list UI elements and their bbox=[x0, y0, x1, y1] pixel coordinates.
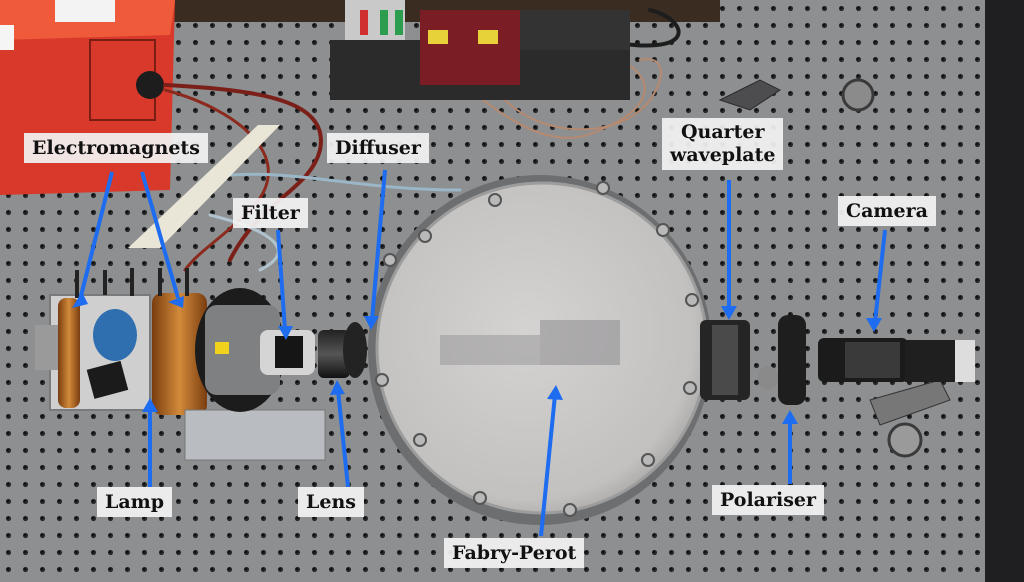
annotation-arrows bbox=[72, 169, 887, 537]
label-lamp: Lamp bbox=[97, 487, 173, 517]
power-supply bbox=[0, 0, 175, 195]
label-filter: Filter bbox=[233, 198, 308, 228]
label-polariser: Polariser bbox=[712, 485, 825, 515]
label-quarter-waveplate: Quarter waveplate bbox=[662, 118, 784, 170]
controllers bbox=[330, 0, 630, 100]
label-diffuser: Diffuser bbox=[327, 133, 429, 163]
ruler bbox=[128, 125, 280, 248]
label-quarter-waveplate-line1: Quarter bbox=[680, 121, 765, 143]
post-holders bbox=[718, 78, 951, 458]
label-electromagnets: Electromagnets bbox=[24, 133, 208, 163]
polariser-mount bbox=[758, 315, 806, 405]
lens-mount bbox=[318, 322, 367, 378]
label-fabry-perot: Fabry-Perot bbox=[444, 538, 585, 568]
label-quarter-waveplate-line2: waveplate bbox=[670, 144, 776, 166]
electromagnet-coils bbox=[58, 268, 207, 415]
lamp-assembly bbox=[35, 294, 151, 411]
base-plate bbox=[184, 409, 326, 461]
waveplate-mount bbox=[700, 320, 750, 400]
label-camera: Camera bbox=[838, 196, 936, 226]
fabry-perot-etalon bbox=[368, 175, 712, 525]
camera-body bbox=[818, 338, 975, 382]
filter-housing bbox=[195, 288, 315, 412]
label-lens: Lens bbox=[298, 487, 364, 517]
